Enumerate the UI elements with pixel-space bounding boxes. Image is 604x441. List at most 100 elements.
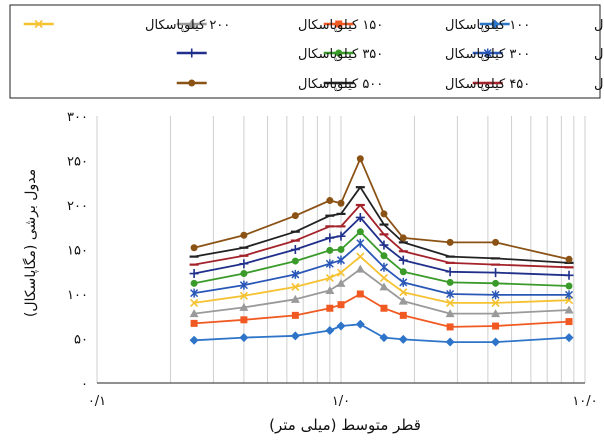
legend-label: ۳۰۰ کیلوپاسکال (445, 47, 530, 62)
data-point (325, 325, 335, 335)
series-10 (190, 155, 573, 263)
y-tick-label: ۰ (81, 377, 88, 392)
legend-entry: ۵۰۰ کیلوپاسکال (176, 77, 383, 92)
y-tick-label: ۱۵۰ (67, 244, 88, 259)
legend-entry: ۴۵۰ کیلوپاسکال (323, 77, 530, 92)
data-point (399, 268, 407, 276)
data-point (336, 231, 346, 241)
series-8 (189, 203, 574, 269)
legend-entry: ۴۰۰ کیلوپاسکال (472, 77, 604, 92)
data-point (355, 264, 365, 273)
series-lines (189, 155, 574, 347)
data-point (336, 255, 346, 265)
data-point (399, 311, 407, 319)
data-point (565, 282, 573, 290)
data-point (190, 298, 199, 307)
legend-label: ۱۵۰ کیلوپاسکال (298, 18, 383, 33)
data-point (291, 257, 299, 265)
data-point (290, 245, 300, 254)
data-point (189, 335, 199, 345)
data-point (399, 234, 407, 242)
legend-marker (335, 20, 343, 28)
data-point (380, 210, 388, 218)
data-point (326, 304, 334, 312)
data-point (355, 319, 365, 329)
data-point (240, 270, 248, 278)
legend-entry: ۱۰۰ کیلوپاسکال (323, 18, 530, 33)
data-point (291, 212, 299, 220)
data-point (492, 279, 500, 287)
data-point (491, 309, 501, 318)
data-point (190, 244, 198, 252)
data-point (290, 331, 300, 341)
data-point (356, 238, 365, 248)
data-point (189, 269, 199, 279)
data-point (565, 255, 573, 263)
legend-label: ۵۰۰ کیلوپاسکال (298, 77, 383, 92)
data-point (446, 238, 454, 246)
data-point (445, 337, 455, 347)
data-point (565, 318, 573, 326)
legend-label: ۳۵۰ کیلوپاسکال (298, 47, 383, 62)
data-point (398, 296, 408, 305)
x-tick-label: ۰/۱ (88, 394, 106, 409)
y-tick-label: ۵۰ (74, 333, 88, 348)
data-point (356, 290, 364, 298)
data-point (446, 278, 454, 286)
data-point (564, 290, 574, 300)
legend-marker (483, 48, 492, 58)
legend-marker (188, 79, 196, 87)
data-point (398, 255, 408, 265)
legend-label: ۲۰۰ کیلوپاسکال (145, 18, 230, 33)
y-tick-labels: ۰ ۵۰ ۱۰۰ ۱۵۰ ۲۰۰ ۲۵۰ ۳۰۰ (67, 110, 88, 392)
data-point (325, 285, 335, 294)
data-point (399, 277, 408, 287)
data-point (325, 273, 334, 283)
data-point (326, 246, 334, 254)
legend-marker (187, 48, 197, 58)
y-tick-label: ۱۰۰ (67, 288, 88, 303)
data-point (337, 246, 345, 253)
data-point (380, 252, 388, 260)
legend-entry: ۲۰۰ کیلوپاسکال (23, 18, 230, 33)
data-point (445, 267, 455, 277)
x-tick-labels: ۰/۱ ۱/۰ ۱۰/۰ (88, 394, 598, 409)
legend-entry: ۵۰ کیلوپاسکال (479, 18, 604, 33)
data-point (326, 197, 334, 205)
data-point (337, 199, 345, 207)
data-point (239, 291, 248, 300)
data-point (290, 294, 300, 303)
data-point (379, 273, 389, 283)
data-point (564, 305, 574, 314)
legend-marker (335, 49, 343, 57)
data-point (240, 316, 248, 324)
y-tick-label: ۳۰۰ (67, 110, 88, 125)
legend-label: ۴۰۰ کیلوپاسکال (594, 77, 604, 92)
series-7 (189, 212, 574, 280)
data-point (190, 279, 198, 287)
data-point (336, 278, 346, 287)
data-point (445, 309, 455, 318)
series-2 (190, 290, 573, 331)
data-point (491, 290, 500, 300)
data-point (325, 259, 334, 269)
data-point (190, 319, 198, 327)
data-point (379, 333, 389, 343)
legend-marker (34, 19, 43, 29)
data-point (291, 269, 300, 279)
legend-label: ۴۵۰ کیلوپاسکال (445, 77, 530, 92)
data-point (491, 268, 501, 278)
data-point (325, 233, 335, 243)
data-point (379, 262, 388, 272)
series-4 (190, 252, 574, 307)
data-point (356, 252, 365, 261)
y-tick-label: ۲۵۰ (67, 155, 88, 170)
data-point (379, 282, 389, 291)
x-tick-label: ۱۰/۰ (572, 394, 597, 409)
x-axis-label: قطر متوسط (میلی متر) (269, 416, 421, 434)
data-point (446, 323, 454, 331)
legend-label: ۱۰۰ کیلوپاسکال (445, 18, 530, 33)
series-1 (189, 319, 574, 347)
data-point (356, 155, 364, 163)
